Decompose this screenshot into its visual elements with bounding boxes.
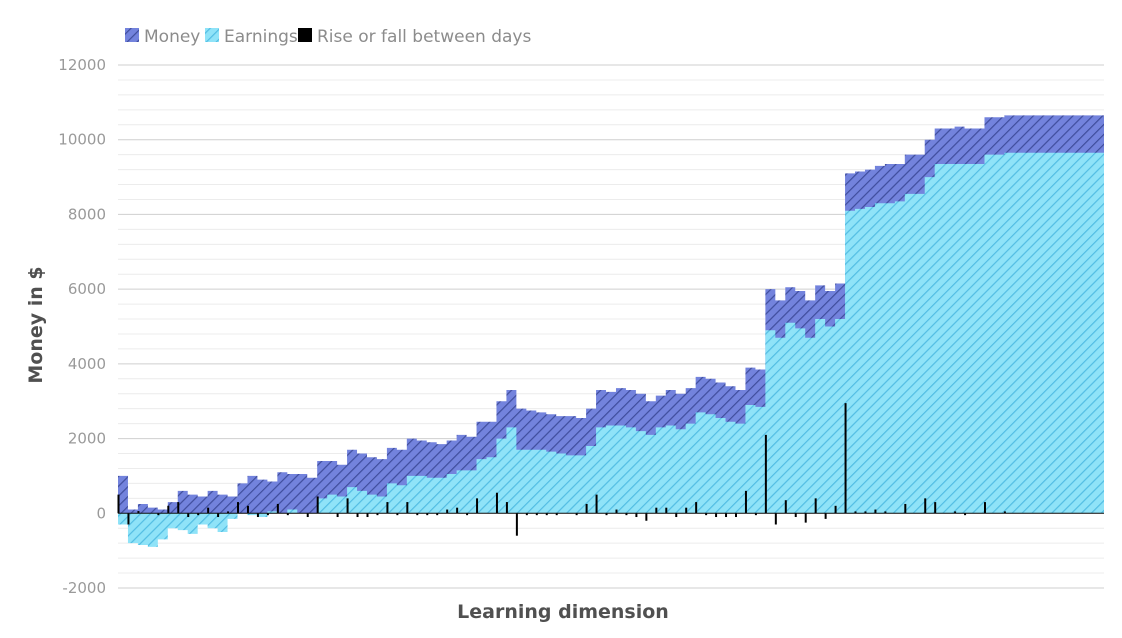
- plot-area: [117, 115, 1104, 547]
- series-area-earnings: [118, 152, 1104, 547]
- legend-label-rise-fall: Rise or fall between days: [317, 27, 531, 47]
- y-axis-title: Money in $: [25, 266, 47, 383]
- legend-swatch-money: [125, 28, 139, 42]
- y-axis-ticks: -2000 0 2000 4000 6000 8000 10000 12000: [58, 56, 106, 597]
- legend-swatch-rise-fall: [298, 28, 312, 42]
- y-tick-label: 6000: [68, 280, 106, 298]
- y-tick-label: 4000: [68, 355, 106, 373]
- y-tick-label: 0: [96, 504, 106, 522]
- y-tick-label: 2000: [68, 430, 106, 448]
- legend-label-money: Money: [144, 27, 200, 47]
- legend: Money Earnings Rise or fall between days: [125, 27, 531, 47]
- x-axis-title: Learning dimension: [457, 601, 669, 623]
- y-tick-label: 10000: [58, 131, 106, 149]
- y-tick-label: 8000: [68, 205, 106, 223]
- legend-swatch-earnings: [205, 28, 219, 42]
- legend-item-rise-fall[interactable]: Rise or fall between days: [298, 27, 531, 47]
- y-tick-label: 12000: [58, 56, 106, 74]
- legend-label-earnings: Earnings: [224, 27, 298, 47]
- legend-item-money[interactable]: Money: [125, 27, 200, 47]
- legend-item-earnings[interactable]: Earnings: [205, 27, 298, 47]
- y-tick-label: -2000: [62, 579, 106, 597]
